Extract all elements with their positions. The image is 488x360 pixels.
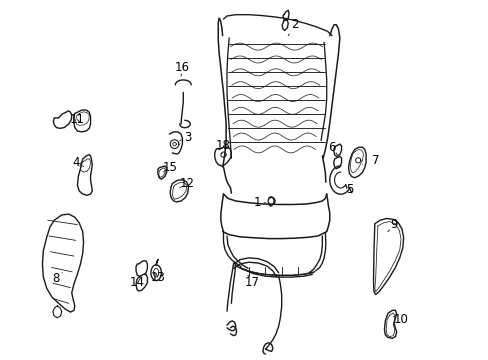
Polygon shape [333, 156, 341, 168]
Text: 10: 10 [393, 312, 407, 325]
Polygon shape [373, 219, 403, 294]
Polygon shape [53, 111, 72, 129]
Text: 4: 4 [72, 156, 83, 169]
Text: 8: 8 [52, 272, 62, 285]
Polygon shape [158, 166, 166, 179]
Text: 3: 3 [180, 131, 191, 144]
Text: 1: 1 [253, 196, 265, 209]
Text: 6: 6 [327, 141, 337, 155]
Polygon shape [170, 180, 188, 202]
Text: 17: 17 [244, 275, 259, 289]
Text: 2: 2 [287, 18, 298, 36]
Text: 16: 16 [175, 61, 189, 76]
Polygon shape [136, 274, 147, 291]
Text: 9: 9 [387, 218, 397, 231]
Polygon shape [348, 147, 366, 178]
Text: 14: 14 [130, 276, 144, 289]
Text: 15: 15 [163, 161, 177, 174]
Text: 7: 7 [362, 154, 379, 167]
Polygon shape [333, 144, 341, 156]
Polygon shape [77, 155, 92, 195]
Text: 11: 11 [70, 113, 85, 126]
Polygon shape [214, 147, 231, 166]
Text: 5: 5 [342, 183, 352, 196]
Polygon shape [136, 261, 147, 276]
Text: 13: 13 [150, 271, 165, 284]
Polygon shape [42, 214, 83, 312]
Polygon shape [384, 310, 396, 338]
Text: 12: 12 [179, 177, 194, 190]
Polygon shape [74, 110, 90, 132]
Text: 18: 18 [216, 139, 230, 154]
